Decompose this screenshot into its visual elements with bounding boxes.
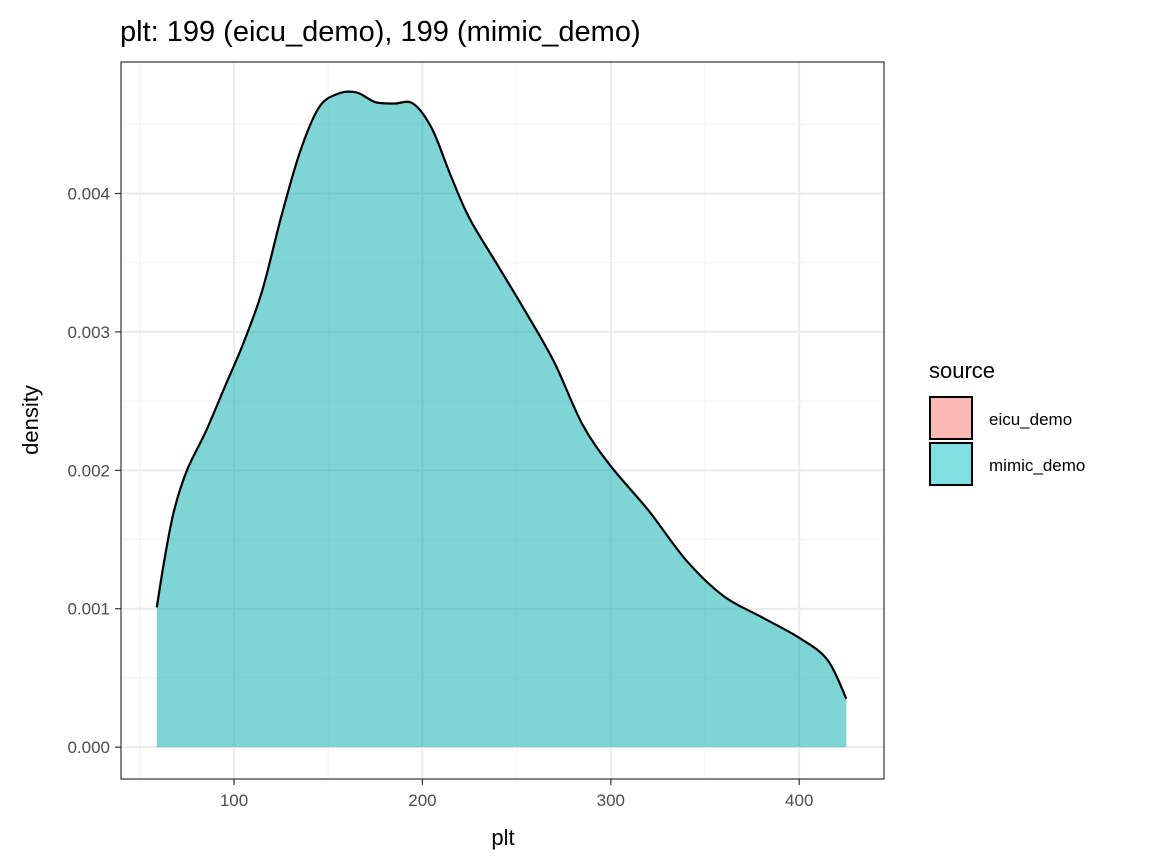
y-axis: 0.000 0.001 0.002 0.003 0.004 xyxy=(67,184,121,757)
legend-key-eicu_demo xyxy=(929,396,973,440)
y-tick-label: 0.002 xyxy=(67,461,110,480)
x-axis-title: plt xyxy=(491,825,514,850)
x-tick-label: 200 xyxy=(408,791,436,810)
legend-items: eicu_demo mimic_demo xyxy=(929,396,1085,486)
chart-title: plt: 199 (eicu_demo), 199 (mimic_demo) xyxy=(120,16,641,48)
legend: source eicu_demo mimic_demo xyxy=(929,358,1085,486)
y-tick-label: 0.004 xyxy=(67,184,110,203)
density-line-mimic_demo xyxy=(155,90,848,700)
legend-label-eicu_demo: eicu_demo xyxy=(989,410,1072,429)
density-area-mimic_demo xyxy=(156,91,847,748)
y-axis-title: density xyxy=(18,385,43,455)
legend-title: source xyxy=(929,358,995,383)
series-layer xyxy=(155,90,848,748)
x-tick-label: 400 xyxy=(785,791,813,810)
panel-border xyxy=(120,61,885,780)
y-tick-label: 0.000 xyxy=(67,738,110,757)
x-tick-label: 300 xyxy=(597,791,625,810)
legend-label-mimic_demo: mimic_demo xyxy=(989,456,1085,475)
legend-key-mimic_demo xyxy=(929,442,973,486)
x-axis: 100 200 300 400 xyxy=(220,779,813,810)
y-tick-label: 0.003 xyxy=(67,323,110,342)
x-tick-label: 100 xyxy=(220,791,248,810)
y-tick-label: 0.001 xyxy=(67,600,110,619)
